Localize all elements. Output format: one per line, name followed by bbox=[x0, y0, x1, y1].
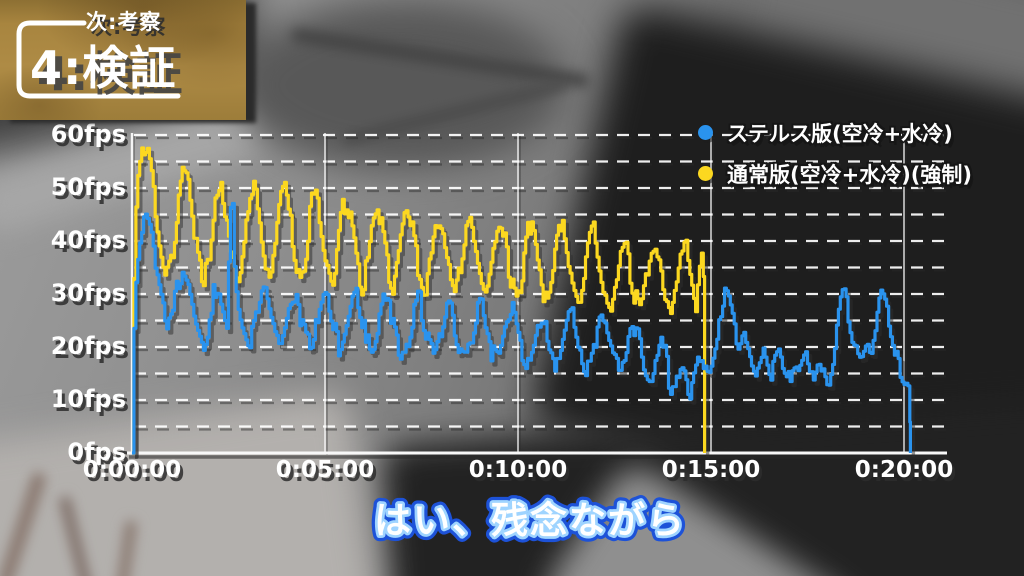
series-line-0 bbox=[132, 201, 912, 455]
caption-inner-stroke: はい、残念ながら bbox=[374, 499, 686, 542]
legend-label: 通常版(空冷+水冷)(強制) bbox=[727, 162, 972, 187]
legend-dot-blue-icon bbox=[698, 125, 713, 140]
series-line-1 bbox=[132, 146, 707, 455]
background-cable-blob bbox=[235, 0, 565, 170]
badge-bracket-frame bbox=[16, 20, 181, 99]
caption-outer-stroke: はい、残念ながら bbox=[374, 499, 686, 542]
badge-title: 4:検証 bbox=[30, 41, 177, 95]
section-title-badge: 次:考察 4:検証 bbox=[0, 0, 260, 130]
legend-item-stealth: ステルス版(空冷+水冷) bbox=[698, 112, 972, 153]
badge-subtitle: 次:考察 bbox=[86, 10, 162, 34]
subtitle-caption: はい、残念ながら はい、残念ながら はい、残念ながら bbox=[368, 493, 690, 548]
chart-legend: ステルス版(空冷+水冷) 通常版(空冷+水冷)(強制) bbox=[698, 112, 972, 194]
badge-paper: 次:考察 4:検証 bbox=[0, 0, 246, 120]
legend-dot-yellow-icon bbox=[698, 166, 713, 181]
legend-label: ステルス版(空冷+水冷) bbox=[727, 121, 953, 146]
legend-item-normal: 通常版(空冷+水冷)(強制) bbox=[698, 153, 972, 194]
caption-text: はい、残念ながら bbox=[374, 499, 686, 542]
